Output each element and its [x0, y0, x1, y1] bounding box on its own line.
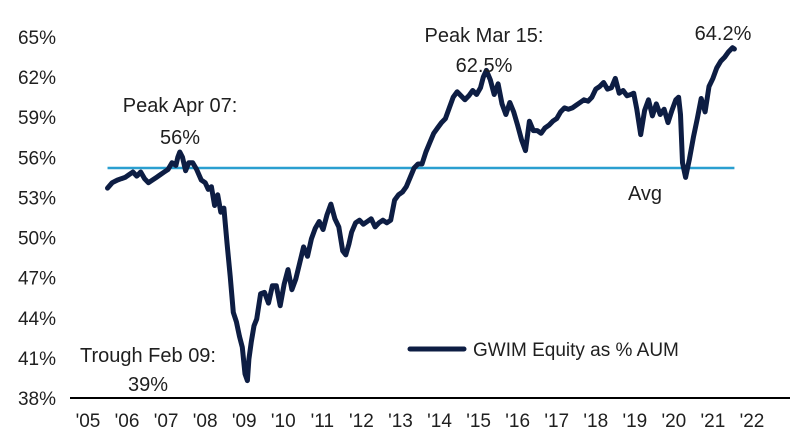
x-tick-label: '18 — [583, 411, 608, 432]
x-tick-label: '16 — [505, 411, 530, 432]
y-tick-label: 53% — [18, 188, 56, 209]
legend: GWIM Equity as % AUM — [407, 340, 679, 361]
y-tick-label: 56% — [18, 148, 56, 169]
annotation-peak-apr07: Peak Apr 07: 56% — [123, 95, 238, 149]
x-tick-label: '22 — [740, 411, 765, 432]
x-tick-label: '12 — [349, 411, 374, 432]
x-tick-label: '06 — [115, 411, 140, 432]
x-tick-label: '10 — [271, 411, 296, 432]
y-tick-label: 44% — [18, 309, 56, 330]
annotation-peak-apr07-title: Peak Apr 07: — [123, 95, 238, 117]
y-tick-label: 59% — [18, 108, 56, 129]
annotation-peak-apr07-value: 56% — [160, 127, 200, 149]
y-axis-ticks: 38% 41% 44% 47% 50% 53% 56% 59% 62% 65% — [18, 28, 56, 410]
x-tick-label: '07 — [154, 411, 179, 432]
x-tick-label: '17 — [544, 411, 569, 432]
x-tick-label: '05 — [76, 411, 101, 432]
legend-label: GWIM Equity as % AUM — [473, 340, 679, 361]
annotation-peak-mar15-value: 62.5% — [456, 55, 513, 77]
annotation-peak-mar15-title: Peak Mar 15: — [425, 25, 544, 47]
y-tick-label: 38% — [18, 389, 56, 410]
x-tick-label: '13 — [388, 411, 413, 432]
y-tick-label: 50% — [18, 229, 56, 250]
x-axis-ticks: '05 '06 '07 '08 '09 '10 '11 '12 '13 '14 '15 '16 '17 '… — [76, 411, 765, 432]
y-tick-label: 62% — [18, 68, 56, 89]
x-tick-label: '21 — [701, 411, 726, 432]
y-tick-label: 41% — [18, 349, 56, 370]
annotation-peak-mar15: Peak Mar 15: 62.5% — [425, 25, 544, 77]
annotation-trough-feb09-title: Trough Feb 09: — [80, 345, 216, 367]
x-tick-label: '08 — [193, 411, 218, 432]
x-tick-label: '19 — [622, 411, 647, 432]
average-label: Avg — [628, 183, 662, 205]
annotation-trough-feb09-value: 39% — [128, 374, 168, 396]
x-tick-label: '20 — [661, 411, 686, 432]
annotation-trough-feb09: Trough Feb 09: 39% — [80, 345, 216, 396]
x-tick-label: '11 — [311, 411, 334, 432]
x-tick-label: '09 — [232, 411, 257, 432]
y-tick-label: 47% — [18, 269, 56, 290]
x-tick-label: '14 — [427, 411, 452, 432]
series-line-gwim-equity — [105, 45, 737, 384]
x-tick-label: '15 — [466, 411, 491, 432]
y-tick-label: 65% — [18, 28, 56, 49]
annotation-latest-value: 64.2% — [695, 23, 752, 45]
